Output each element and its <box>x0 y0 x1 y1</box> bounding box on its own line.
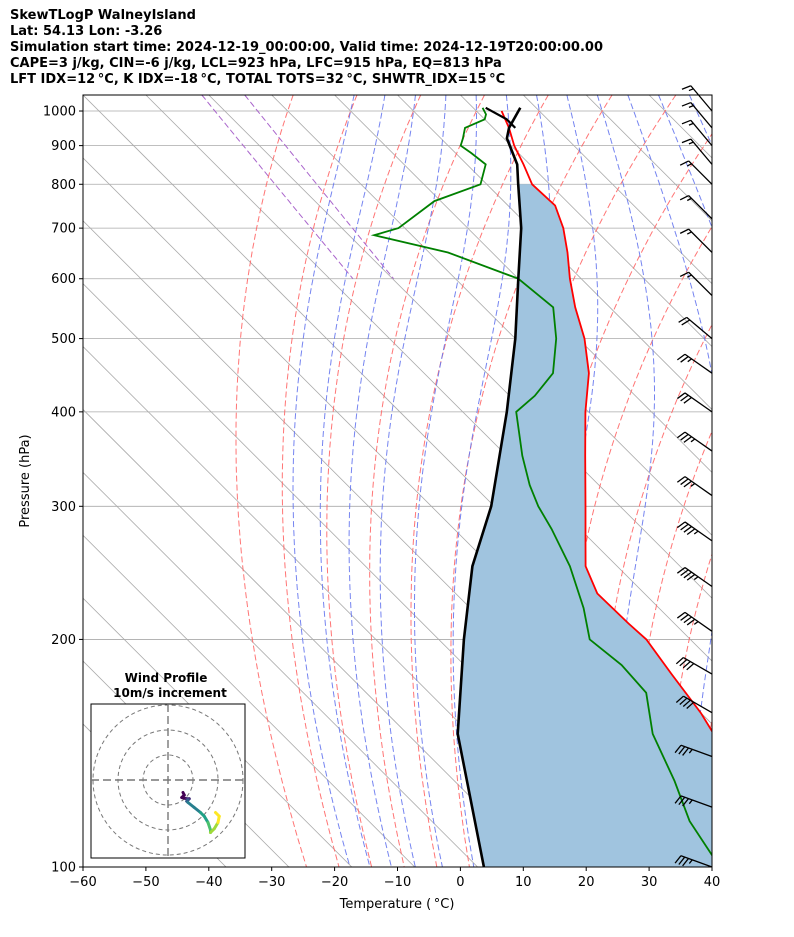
wind-barb <box>679 271 713 297</box>
dry-adiabat <box>631 430 712 867</box>
dry-adiabat <box>730 95 794 867</box>
moist-adiabat <box>452 95 512 867</box>
dry-adiabat <box>326 95 422 867</box>
wind-barb <box>678 316 713 340</box>
x-tick-label: −40 <box>195 875 222 890</box>
x-tick-label: −60 <box>69 875 96 890</box>
parcel-base-line <box>485 106 517 129</box>
wind-barb <box>674 795 713 808</box>
wind-profile-inset: Wind Profile 10m/s increment <box>90 671 246 859</box>
y-tick-label: 600 <box>51 272 76 287</box>
temperature-line <box>500 110 712 733</box>
moist-adiabat <box>627 95 712 867</box>
wind-barb <box>679 194 713 220</box>
isotherm-line <box>83 471 478 867</box>
location-coordinates: Lat: 54.13 Lon: -3.26 <box>10 24 163 39</box>
figure-header: SkewTLogP WalneyIsland Lat: 54.13 Lon: -… <box>10 8 603 88</box>
x-tick-label: −50 <box>132 875 159 890</box>
y-tick-label: 500 <box>51 332 76 347</box>
wind-barb <box>675 695 713 714</box>
isotherm-line <box>334 95 712 473</box>
moist-adiabat <box>379 95 447 867</box>
moist-adiabat <box>720 95 794 867</box>
chart-title: SkewTLogP WalneyIsland <box>10 8 196 23</box>
data-layer <box>370 106 712 867</box>
isotherm-line <box>208 95 712 599</box>
stability-indices-1: CAPE=3 j/kg, CIN=-6 j/kg, LCL=923 hPa, L… <box>10 56 502 71</box>
wind-barb <box>679 228 713 253</box>
y-tick-label: 800 <box>51 178 76 193</box>
dry-adiabat <box>369 95 485 867</box>
isotherm-line <box>83 408 541 867</box>
mixing-ratio-line <box>244 95 394 280</box>
moist-adiabat <box>549 95 599 867</box>
x-tick-label: 10 <box>515 875 532 890</box>
isotherm-line <box>523 95 712 285</box>
y-tick-label: 300 <box>51 500 76 515</box>
wind-barb <box>676 353 713 374</box>
y-tick-label: 100 <box>51 861 76 876</box>
wind-barb <box>676 392 713 413</box>
wind-barb <box>676 567 713 588</box>
isotherm-line <box>271 95 712 536</box>
stability-indices-2: LFT IDX=12 °C, K IDX=-18 °C, TOTAL TOTS=… <box>10 72 506 87</box>
mixing-ratio-line <box>201 95 354 280</box>
isotherm-line <box>83 534 415 867</box>
wind-barb <box>676 611 713 632</box>
x-tick-label: −20 <box>321 875 348 890</box>
simulation-times: Simulation start time: 2024-12-19_00:00:… <box>10 40 603 55</box>
parcel-profile-line <box>456 107 523 867</box>
x-tick-label: 0 <box>456 875 464 890</box>
wind-barb <box>679 160 713 185</box>
y-tick-label: 1000 <box>43 105 76 120</box>
inset-title: Wind Profile <box>125 671 208 685</box>
x-tick-label: −30 <box>258 875 285 890</box>
moist-adiabat <box>596 95 655 867</box>
wind-barb <box>681 85 713 112</box>
x-tick-label: 20 <box>578 875 595 890</box>
moist-adiabat <box>658 95 712 229</box>
dry-adiabat <box>597 323 712 867</box>
isotherm-line <box>711 95 712 96</box>
wind-barb <box>681 119 713 147</box>
wind-barb <box>674 744 713 758</box>
wind-barb <box>676 521 713 542</box>
dry-adiabat <box>410 95 549 867</box>
x-tick-label: −10 <box>384 875 411 890</box>
moist-adiabat <box>292 95 355 867</box>
wind-barb <box>676 431 713 452</box>
x-axis-label: Temperature ( °C) <box>339 897 455 912</box>
dry-adiabat <box>235 95 307 867</box>
dry-adiabat <box>450 95 613 867</box>
moist-adiabat <box>348 95 416 867</box>
y-tick-label: 700 <box>51 222 76 237</box>
wind-barb <box>681 101 713 129</box>
x-tick-label: 30 <box>641 875 658 890</box>
y-tick-label: 400 <box>51 405 76 420</box>
isotherm-line <box>460 95 712 348</box>
y-tick-label: 900 <box>51 139 76 154</box>
wind-barb <box>676 476 713 497</box>
moist-adiabat <box>414 95 477 867</box>
wind-barb <box>674 855 713 868</box>
moist-adiabat <box>319 95 386 867</box>
wind-barb <box>681 138 713 165</box>
wind-barb <box>675 656 713 675</box>
axes: −60 −50 −40 −30 −20 −10 0 10 20 30 40 1000 900 800 700… <box>43 105 720 890</box>
y-tick-label: 200 <box>51 633 76 648</box>
isotherm-line <box>83 95 712 725</box>
x-tick-label: 40 <box>704 875 721 890</box>
cape-area <box>457 184 712 867</box>
dewpoint-line <box>370 107 712 857</box>
inset-subtitle: 10m/s increment <box>113 686 227 700</box>
wind-barbs <box>674 85 713 868</box>
dry-adiabat <box>281 95 358 867</box>
dry-adiabat <box>763 95 794 867</box>
hodograph-segment <box>214 811 221 818</box>
y-axis-label: Pressure (hPa) <box>18 434 33 527</box>
